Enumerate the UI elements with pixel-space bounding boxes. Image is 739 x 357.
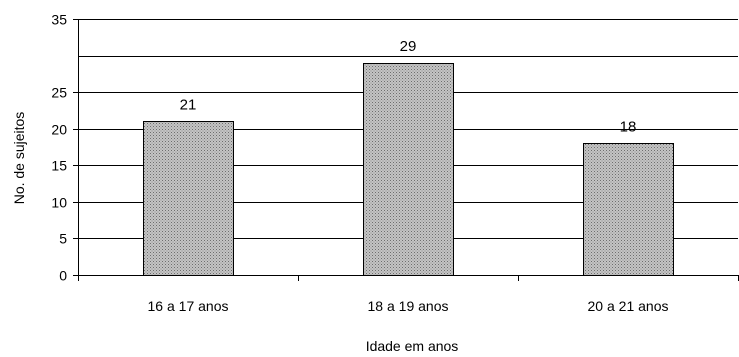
x-axis-title: Idade em anos bbox=[366, 338, 459, 354]
axes bbox=[73, 19, 739, 281]
y-tick-label: 0 bbox=[59, 268, 67, 284]
labels: 0 5 10 15 20 25 35 21 16 a 17 anos 29 18 a 19 anos… bbox=[51, 12, 668, 315]
bar bbox=[143, 121, 234, 276]
y-tick-label: 25 bbox=[51, 85, 67, 101]
x-tick-label: 16 a 17 anos bbox=[148, 298, 229, 314]
data-label: 18 bbox=[620, 118, 637, 135]
data-label: 21 bbox=[180, 96, 197, 113]
x-tick-label: 18 a 19 anos bbox=[368, 298, 449, 314]
y-axis-title: No. de sujeitos bbox=[11, 112, 27, 205]
data-label: 29 bbox=[400, 38, 417, 55]
x-tick-label: 20 a 21 anos bbox=[588, 298, 669, 314]
y-tick-label: 10 bbox=[51, 195, 67, 211]
y-tick-label: 5 bbox=[59, 231, 67, 247]
bar bbox=[363, 63, 454, 276]
y-tick-label: 20 bbox=[51, 122, 67, 138]
bars bbox=[143, 63, 674, 276]
y-tick-label: 35 bbox=[51, 12, 67, 28]
y-tick-label: 15 bbox=[51, 158, 67, 174]
bar bbox=[583, 143, 674, 276]
